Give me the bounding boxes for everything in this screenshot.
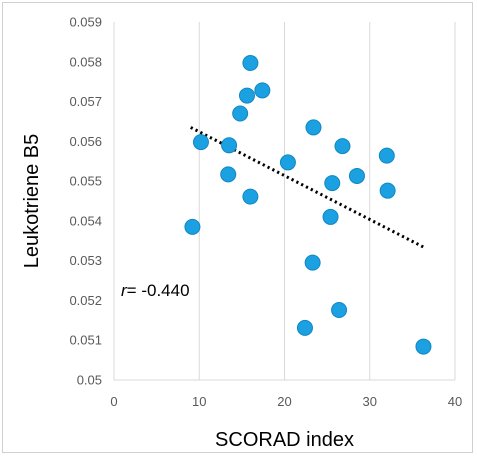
y-tick-label: 0.053 (69, 253, 102, 268)
data-point (324, 175, 341, 192)
data-point (238, 87, 255, 104)
data-point (334, 138, 351, 155)
chart-frame (2, 2, 473, 453)
data-point (348, 167, 365, 184)
y-axis-title: Leukotriene B5 (21, 134, 43, 269)
correlation-annotation: r= -0.440 (121, 281, 190, 300)
grid-lines (198, 22, 456, 380)
correlation-symbol: r (121, 281, 128, 300)
x-tick-label: 30 (363, 394, 377, 409)
data-point (232, 105, 249, 122)
y-tick-label: 0.059 (69, 15, 102, 30)
y-tick-label: 0.055 (69, 174, 102, 189)
x-tick-label: 20 (277, 394, 291, 409)
y-tick-label: 0.051 (69, 333, 102, 348)
x-tick-label: 40 (448, 394, 462, 409)
data-point (378, 147, 395, 164)
data-points (184, 54, 432, 355)
x-tick-label: 10 (192, 394, 206, 409)
data-point (254, 82, 271, 99)
data-point (379, 182, 396, 199)
data-point (415, 338, 432, 355)
y-tick-label: 0.057 (69, 94, 102, 109)
data-point (331, 301, 348, 318)
correlation-value: = -0.440 (127, 281, 190, 300)
x-axis-title: SCORAD index (215, 429, 354, 451)
data-point (322, 208, 339, 225)
data-point (192, 134, 209, 151)
y-tick-label: 0.056 (69, 134, 102, 149)
data-point (242, 54, 259, 71)
y-tick-label: 0.054 (69, 213, 102, 228)
data-point (305, 119, 322, 136)
data-point (184, 218, 201, 235)
y-tick-label: 0.05 (77, 373, 102, 388)
x-tick-label: 0 (110, 394, 117, 409)
data-point (304, 254, 321, 271)
tick-labels: 0 10 20 30 40 0.05 0.051 0.052 0.053 0.054 0.055 0.… (69, 15, 462, 410)
data-point (221, 137, 238, 154)
data-point (220, 166, 237, 183)
y-tick-label: 0.052 (69, 293, 102, 308)
y-tick-label: 0.058 (69, 54, 102, 69)
data-point (296, 319, 313, 336)
data-point (279, 154, 296, 171)
axes (113, 22, 455, 381)
data-point (242, 188, 259, 205)
